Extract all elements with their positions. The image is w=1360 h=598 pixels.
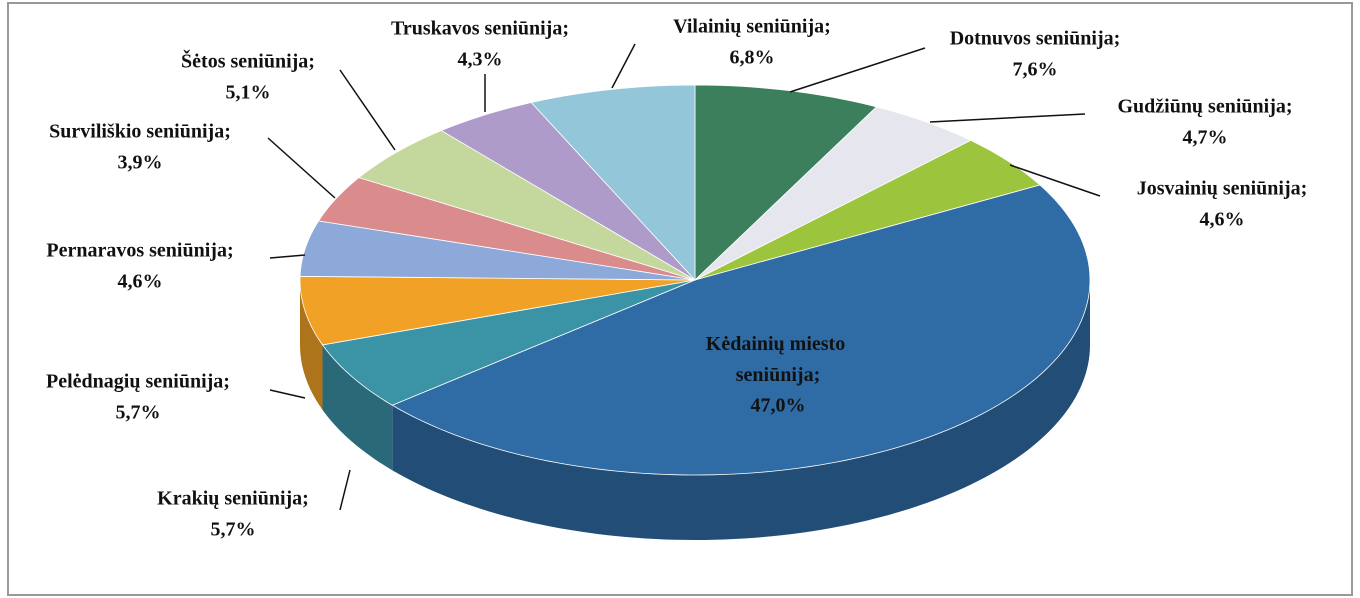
- slice: [440, 102, 696, 281]
- slice: [321, 279, 696, 406]
- value-label: 7,6%: [1013, 59, 1058, 81]
- slice: [694, 84, 878, 281]
- value-label: 5,7%: [211, 519, 256, 541]
- slice-side: [392, 280, 1091, 540]
- slice: [530, 84, 696, 282]
- category-label: Krakių seniūnija;: [157, 488, 309, 510]
- category-label: Kėdainių miesto seniūnija;: [706, 333, 850, 386]
- value-label: 4,3%: [458, 49, 503, 71]
- value-label: 6,8%: [730, 47, 775, 69]
- value-label: 4,6%: [118, 271, 163, 293]
- category-label: Surviliškio seniūnija;: [49, 121, 231, 143]
- slice: [299, 220, 696, 281]
- category-label: Josvainių seniūnija;: [1137, 178, 1308, 200]
- slice-side: [322, 344, 393, 471]
- category-label: Gudžiūnų seniūnija;: [1117, 96, 1292, 118]
- slice: [391, 184, 1091, 476]
- leader-line: [929, 113, 1086, 123]
- value-label: 4,7%: [1183, 127, 1228, 149]
- slice: [694, 139, 1041, 281]
- slice: [358, 130, 696, 281]
- leader-line: [267, 137, 336, 199]
- value-label: 4,6%: [1200, 209, 1245, 231]
- leader-line: [1009, 164, 1101, 197]
- value-label: 5,1%: [226, 82, 271, 104]
- category-label: Šėtos seniūnija;: [181, 49, 315, 73]
- category-label: Pernaravos seniūnija;: [46, 240, 233, 262]
- value-label: 47,0%: [751, 395, 806, 417]
- leader-line: [269, 254, 306, 259]
- category-label: Pelėdnagių seniūnija;: [46, 371, 230, 393]
- leader-line: [789, 47, 926, 93]
- category-label: Truskavos seniūnija;: [391, 18, 569, 40]
- leader-line: [269, 389, 306, 399]
- value-label: 5,7%: [116, 402, 161, 424]
- leader-line: [611, 43, 636, 89]
- slice-side: [300, 280, 323, 410]
- slice: [299, 275, 696, 346]
- leader-line: [339, 69, 396, 151]
- value-label: 3,9%: [118, 152, 163, 174]
- category-label: Vilainių seniūnija;: [673, 16, 831, 38]
- category-label: Dotnuvos seniūnija;: [950, 28, 1121, 50]
- slice: [694, 106, 972, 281]
- leader-line: [339, 469, 351, 511]
- slice: [317, 177, 696, 281]
